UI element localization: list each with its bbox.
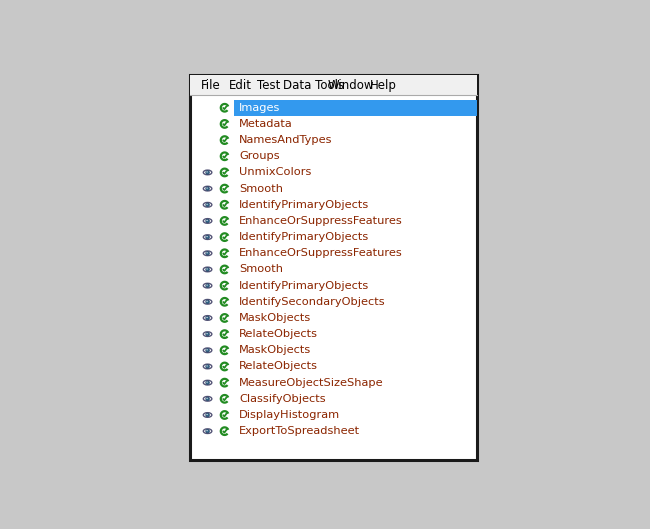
Text: Groups: Groups xyxy=(239,151,280,161)
Circle shape xyxy=(206,284,209,287)
Circle shape xyxy=(206,235,209,239)
Circle shape xyxy=(206,381,209,385)
FancyBboxPatch shape xyxy=(190,75,476,460)
Ellipse shape xyxy=(203,429,212,433)
Circle shape xyxy=(206,268,209,271)
Text: Images: Images xyxy=(239,103,281,113)
Text: RelateObjects: RelateObjects xyxy=(239,361,318,371)
Circle shape xyxy=(206,430,209,433)
Ellipse shape xyxy=(203,348,212,353)
Text: IdentifySecondaryObjects: IdentifySecondaryObjects xyxy=(239,297,386,307)
Circle shape xyxy=(206,349,209,352)
Ellipse shape xyxy=(203,299,212,304)
Text: Smooth: Smooth xyxy=(239,184,283,194)
Circle shape xyxy=(206,300,209,304)
FancyBboxPatch shape xyxy=(234,99,476,116)
Circle shape xyxy=(206,203,209,206)
Circle shape xyxy=(206,397,209,400)
Circle shape xyxy=(206,316,209,320)
Ellipse shape xyxy=(203,251,212,256)
FancyBboxPatch shape xyxy=(190,75,476,95)
Ellipse shape xyxy=(203,218,212,223)
Text: Data Tools: Data Tools xyxy=(283,78,344,92)
Text: EnhanceOrSuppressFeatures: EnhanceOrSuppressFeatures xyxy=(239,248,403,258)
Ellipse shape xyxy=(203,364,212,369)
Ellipse shape xyxy=(203,267,212,272)
Circle shape xyxy=(206,219,209,223)
Text: File: File xyxy=(201,78,220,92)
Ellipse shape xyxy=(203,413,212,417)
Text: MaskObjects: MaskObjects xyxy=(239,313,311,323)
Ellipse shape xyxy=(203,332,212,336)
Text: NamesAndTypes: NamesAndTypes xyxy=(239,135,333,145)
Text: Window: Window xyxy=(328,78,374,92)
Circle shape xyxy=(206,187,209,190)
Text: ExportToSpreadsheet: ExportToSpreadsheet xyxy=(239,426,361,436)
Text: MeasureObjectSizeShape: MeasureObjectSizeShape xyxy=(239,378,384,388)
Text: ClassifyObjects: ClassifyObjects xyxy=(239,394,326,404)
Circle shape xyxy=(206,251,209,255)
Text: MaskObjects: MaskObjects xyxy=(239,345,311,355)
Circle shape xyxy=(206,364,209,368)
Text: IdentifyPrimaryObjects: IdentifyPrimaryObjects xyxy=(239,280,370,290)
Circle shape xyxy=(206,332,209,336)
Text: Smooth: Smooth xyxy=(239,264,283,275)
Text: Help: Help xyxy=(370,78,397,92)
Ellipse shape xyxy=(203,186,212,191)
Text: Test: Test xyxy=(257,78,281,92)
Text: Metadata: Metadata xyxy=(239,119,293,129)
Ellipse shape xyxy=(203,380,212,385)
Ellipse shape xyxy=(203,284,212,288)
Circle shape xyxy=(206,413,209,417)
Text: EnhanceOrSuppressFeatures: EnhanceOrSuppressFeatures xyxy=(239,216,403,226)
Text: UnmixColors: UnmixColors xyxy=(239,168,312,177)
Ellipse shape xyxy=(203,397,212,401)
Text: IdentifyPrimaryObjects: IdentifyPrimaryObjects xyxy=(239,232,370,242)
Ellipse shape xyxy=(203,170,212,175)
Text: RelateObjects: RelateObjects xyxy=(239,329,318,339)
Ellipse shape xyxy=(203,316,212,320)
Text: IdentifyPrimaryObjects: IdentifyPrimaryObjects xyxy=(239,200,370,210)
Ellipse shape xyxy=(203,203,212,207)
Text: Edit: Edit xyxy=(229,78,252,92)
Text: DisplayHistogram: DisplayHistogram xyxy=(239,410,341,420)
Ellipse shape xyxy=(203,235,212,240)
Circle shape xyxy=(206,171,209,174)
